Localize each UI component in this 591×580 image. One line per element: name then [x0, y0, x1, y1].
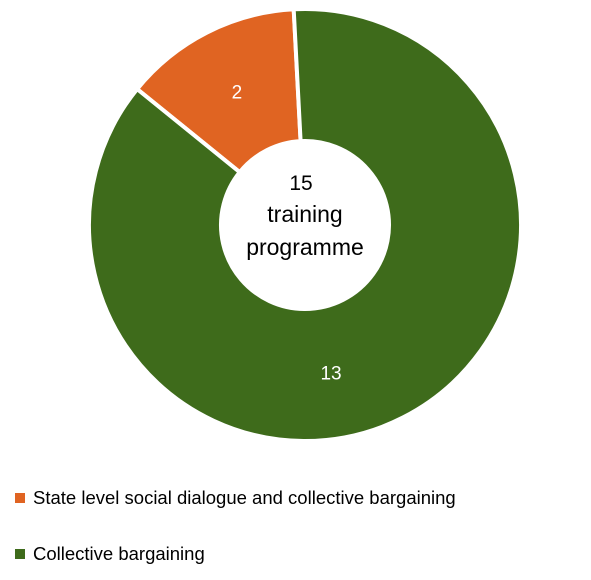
slice-value-label-2: 13 [320, 364, 341, 385]
donut-chart: 2 13 15 training programme [87, 7, 523, 443]
legend-swatch-orange [15, 493, 25, 503]
donut-center [221, 141, 389, 309]
legend-label: Collective bargaining [33, 543, 205, 564]
slice-labels: 2 13 [232, 82, 342, 384]
legend-swatch-green [15, 549, 25, 559]
legend-item-state-level: State level social dialogue and collecti… [15, 480, 585, 516]
center-label-line1: training [267, 201, 342, 227]
slice-value-label-1: 2 [232, 82, 243, 103]
legend: State level social dialogue and collecti… [15, 480, 585, 572]
center-total: 15 [289, 172, 312, 195]
center-label-line2: programme [246, 234, 364, 260]
legend-item-collective-bargaining: Collective bargaining [15, 536, 585, 572]
legend-label: State level social dialogue and collecti… [33, 487, 456, 508]
